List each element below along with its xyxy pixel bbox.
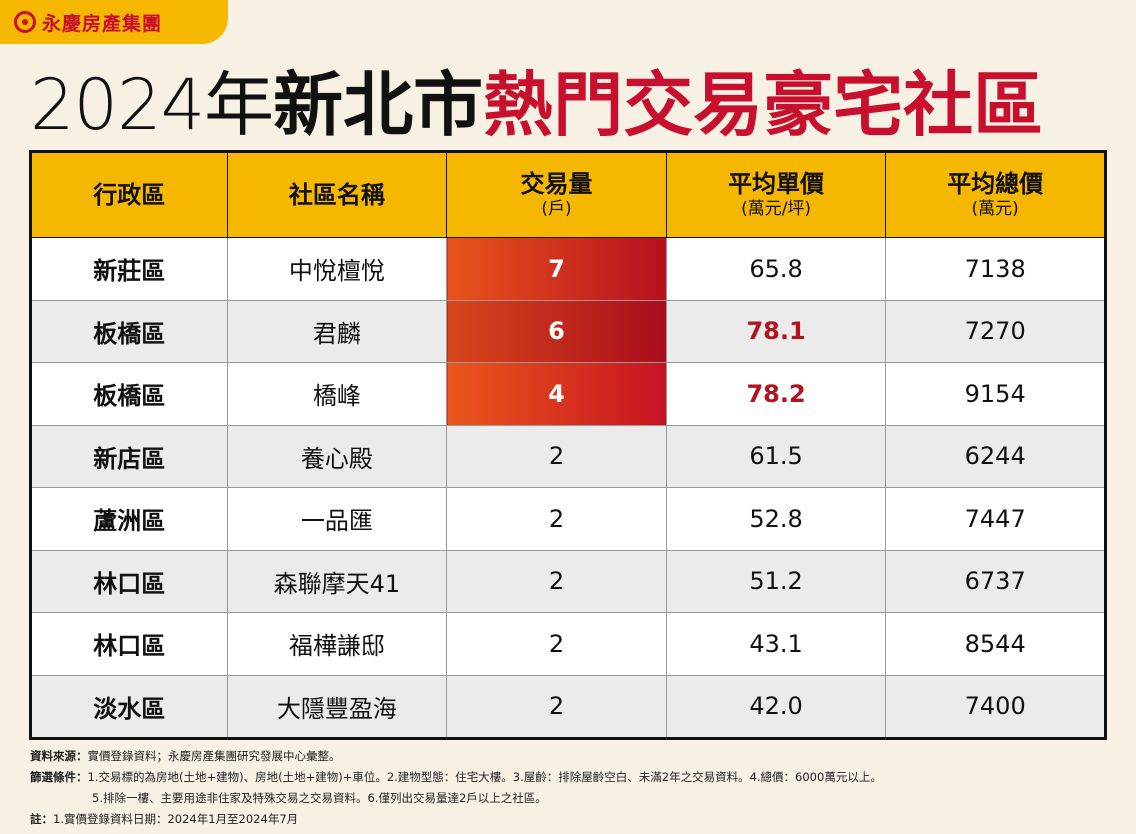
header-district: 行政區 (30, 151, 228, 238)
cell-volume: 2 (446, 674, 667, 739)
cell-community: 一品匯 (226, 487, 448, 551)
note-source: 資料來源：實價登錄資料；永慶房產集團研究發展中心彙整。 (30, 746, 1110, 767)
title-topic: 熱門交易豪宅社區 (483, 64, 1044, 146)
cell-volume: 2 (446, 612, 667, 676)
table-row: 板橋區 橋峰 4 78.2 9154 (30, 362, 1106, 426)
cell-unit-price: 61.5 (665, 424, 887, 488)
cell-unit-price: 52.8 (665, 487, 887, 551)
cell-total-price: 8544 (885, 612, 1106, 676)
title-city: 新北市 (273, 64, 484, 146)
footnotes: 資料來源：實價登錄資料；永慶房產集團研究發展中心彙整。 篩選條件：1.交易標的為… (30, 746, 1110, 830)
brand-logo-icon (14, 11, 36, 33)
cell-district: 板橋區 (30, 362, 228, 426)
note-filter-cont: 5.排除一樓、主要用途非住家及特殊交易之交易資料。6.僅列出交易量達2戶以上之社… (30, 788, 1110, 809)
page-title: 2024年 新北市 熱門交易豪宅社區 (30, 54, 1043, 140)
note-filter-label: 篩選條件： (30, 770, 88, 784)
note-source-text: 實價登錄資料；永慶房產集團研究發展中心彙整。 (87, 749, 341, 763)
note-source-label: 資料來源： (30, 749, 88, 763)
brand-badge: 永慶房產集團 (0, 0, 228, 44)
note-filter-text-1: 1.交易標的為房地(土地+建物)、房地(土地+建物)+車位。2.建物型態：住宅大… (87, 770, 882, 784)
note-remark: 註：1.實價登錄資料日期：2024年1月至2024年7月 (30, 809, 1110, 830)
cell-total-price: 7270 (885, 299, 1106, 363)
cell-volume: 2 (446, 487, 667, 551)
note-filter-text-2: 5.排除一樓、主要用途非住家及特殊交易之交易資料。6.僅列出交易量達2戶以上之社… (92, 791, 547, 805)
table-row: 淡水區 大隱豐盈海 2 42.0 7400 (30, 674, 1106, 739)
cell-total-price: 7138 (885, 237, 1106, 301)
note-filter: 篩選條件：1.交易標的為房地(土地+建物)、房地(土地+建物)+車位。2.建物型… (30, 767, 1110, 788)
cell-total-price: 9154 (885, 362, 1106, 426)
cell-volume: 6 (446, 299, 667, 363)
cell-district: 林口區 (30, 612, 228, 676)
note-remark-text: 1.實價登錄資料日期：2024年1月至2024年7月 (53, 812, 299, 826)
table-row: 新店區 養心殿 2 61.5 6244 (30, 424, 1106, 488)
cell-community: 森聯摩天41 (226, 549, 448, 613)
header-unit-price: 平均單價 (萬元/坪) (665, 151, 887, 238)
cell-community: 福樺謙邸 (226, 612, 448, 676)
cell-community: 君麟 (226, 299, 448, 363)
cell-unit-price: 42.0 (665, 674, 887, 739)
table-header-row: 行政區 社區名稱 交易量 (戶) 平均單價 (萬元/坪) 平均總價 (萬元) (30, 151, 1106, 238)
brand-name: 永慶房產集團 (42, 12, 163, 35)
cell-unit-price: 78.2 (665, 362, 887, 426)
table-row: 板橋區 君麟 6 78.1 7270 (30, 299, 1106, 363)
cell-community: 中悅檀悅 (226, 237, 448, 301)
header-total-price: 平均總價 (萬元) (885, 151, 1106, 238)
cell-district: 新店區 (30, 424, 228, 488)
cell-volume: 4 (446, 362, 667, 426)
table-row: 林口區 森聯摩天41 2 51.2 6737 (30, 549, 1106, 613)
cell-volume: 2 (446, 424, 667, 488)
table-row: 新莊區 中悅檀悅 7 65.8 7138 (30, 237, 1106, 301)
cell-district: 新莊區 (30, 237, 228, 301)
cell-unit-price: 78.1 (665, 299, 887, 363)
cell-district: 板橋區 (30, 299, 228, 363)
table-row: 蘆洲區 一品匯 2 52.8 7447 (30, 487, 1106, 551)
cell-total-price: 7447 (885, 487, 1106, 551)
header-community: 社區名稱 (226, 151, 448, 238)
title-year: 2024年 (30, 64, 274, 146)
cell-unit-price: 65.8 (665, 237, 887, 301)
luxury-community-table: 行政區 社區名稱 交易量 (戶) 平均單價 (萬元/坪) 平均總價 (萬元) 新莊區 … (29, 150, 1107, 740)
cell-district: 林口區 (30, 549, 228, 613)
cell-district: 淡水區 (30, 674, 228, 739)
cell-volume: 7 (446, 237, 667, 301)
cell-community: 養心殿 (226, 424, 448, 488)
note-remark-label: 註： (30, 812, 53, 826)
cell-volume: 2 (446, 549, 667, 613)
header-volume: 交易量 (戶) (446, 151, 667, 238)
cell-total-price: 6244 (885, 424, 1106, 488)
cell-community: 大隱豐盈海 (226, 674, 448, 739)
cell-district: 蘆洲區 (30, 487, 228, 551)
cell-community: 橋峰 (226, 362, 448, 426)
cell-unit-price: 51.2 (665, 549, 887, 613)
table-row: 林口區 福樺謙邸 2 43.1 8544 (30, 612, 1106, 676)
cell-unit-price: 43.1 (665, 612, 887, 676)
cell-total-price: 7400 (885, 674, 1106, 739)
cell-total-price: 6737 (885, 549, 1106, 613)
